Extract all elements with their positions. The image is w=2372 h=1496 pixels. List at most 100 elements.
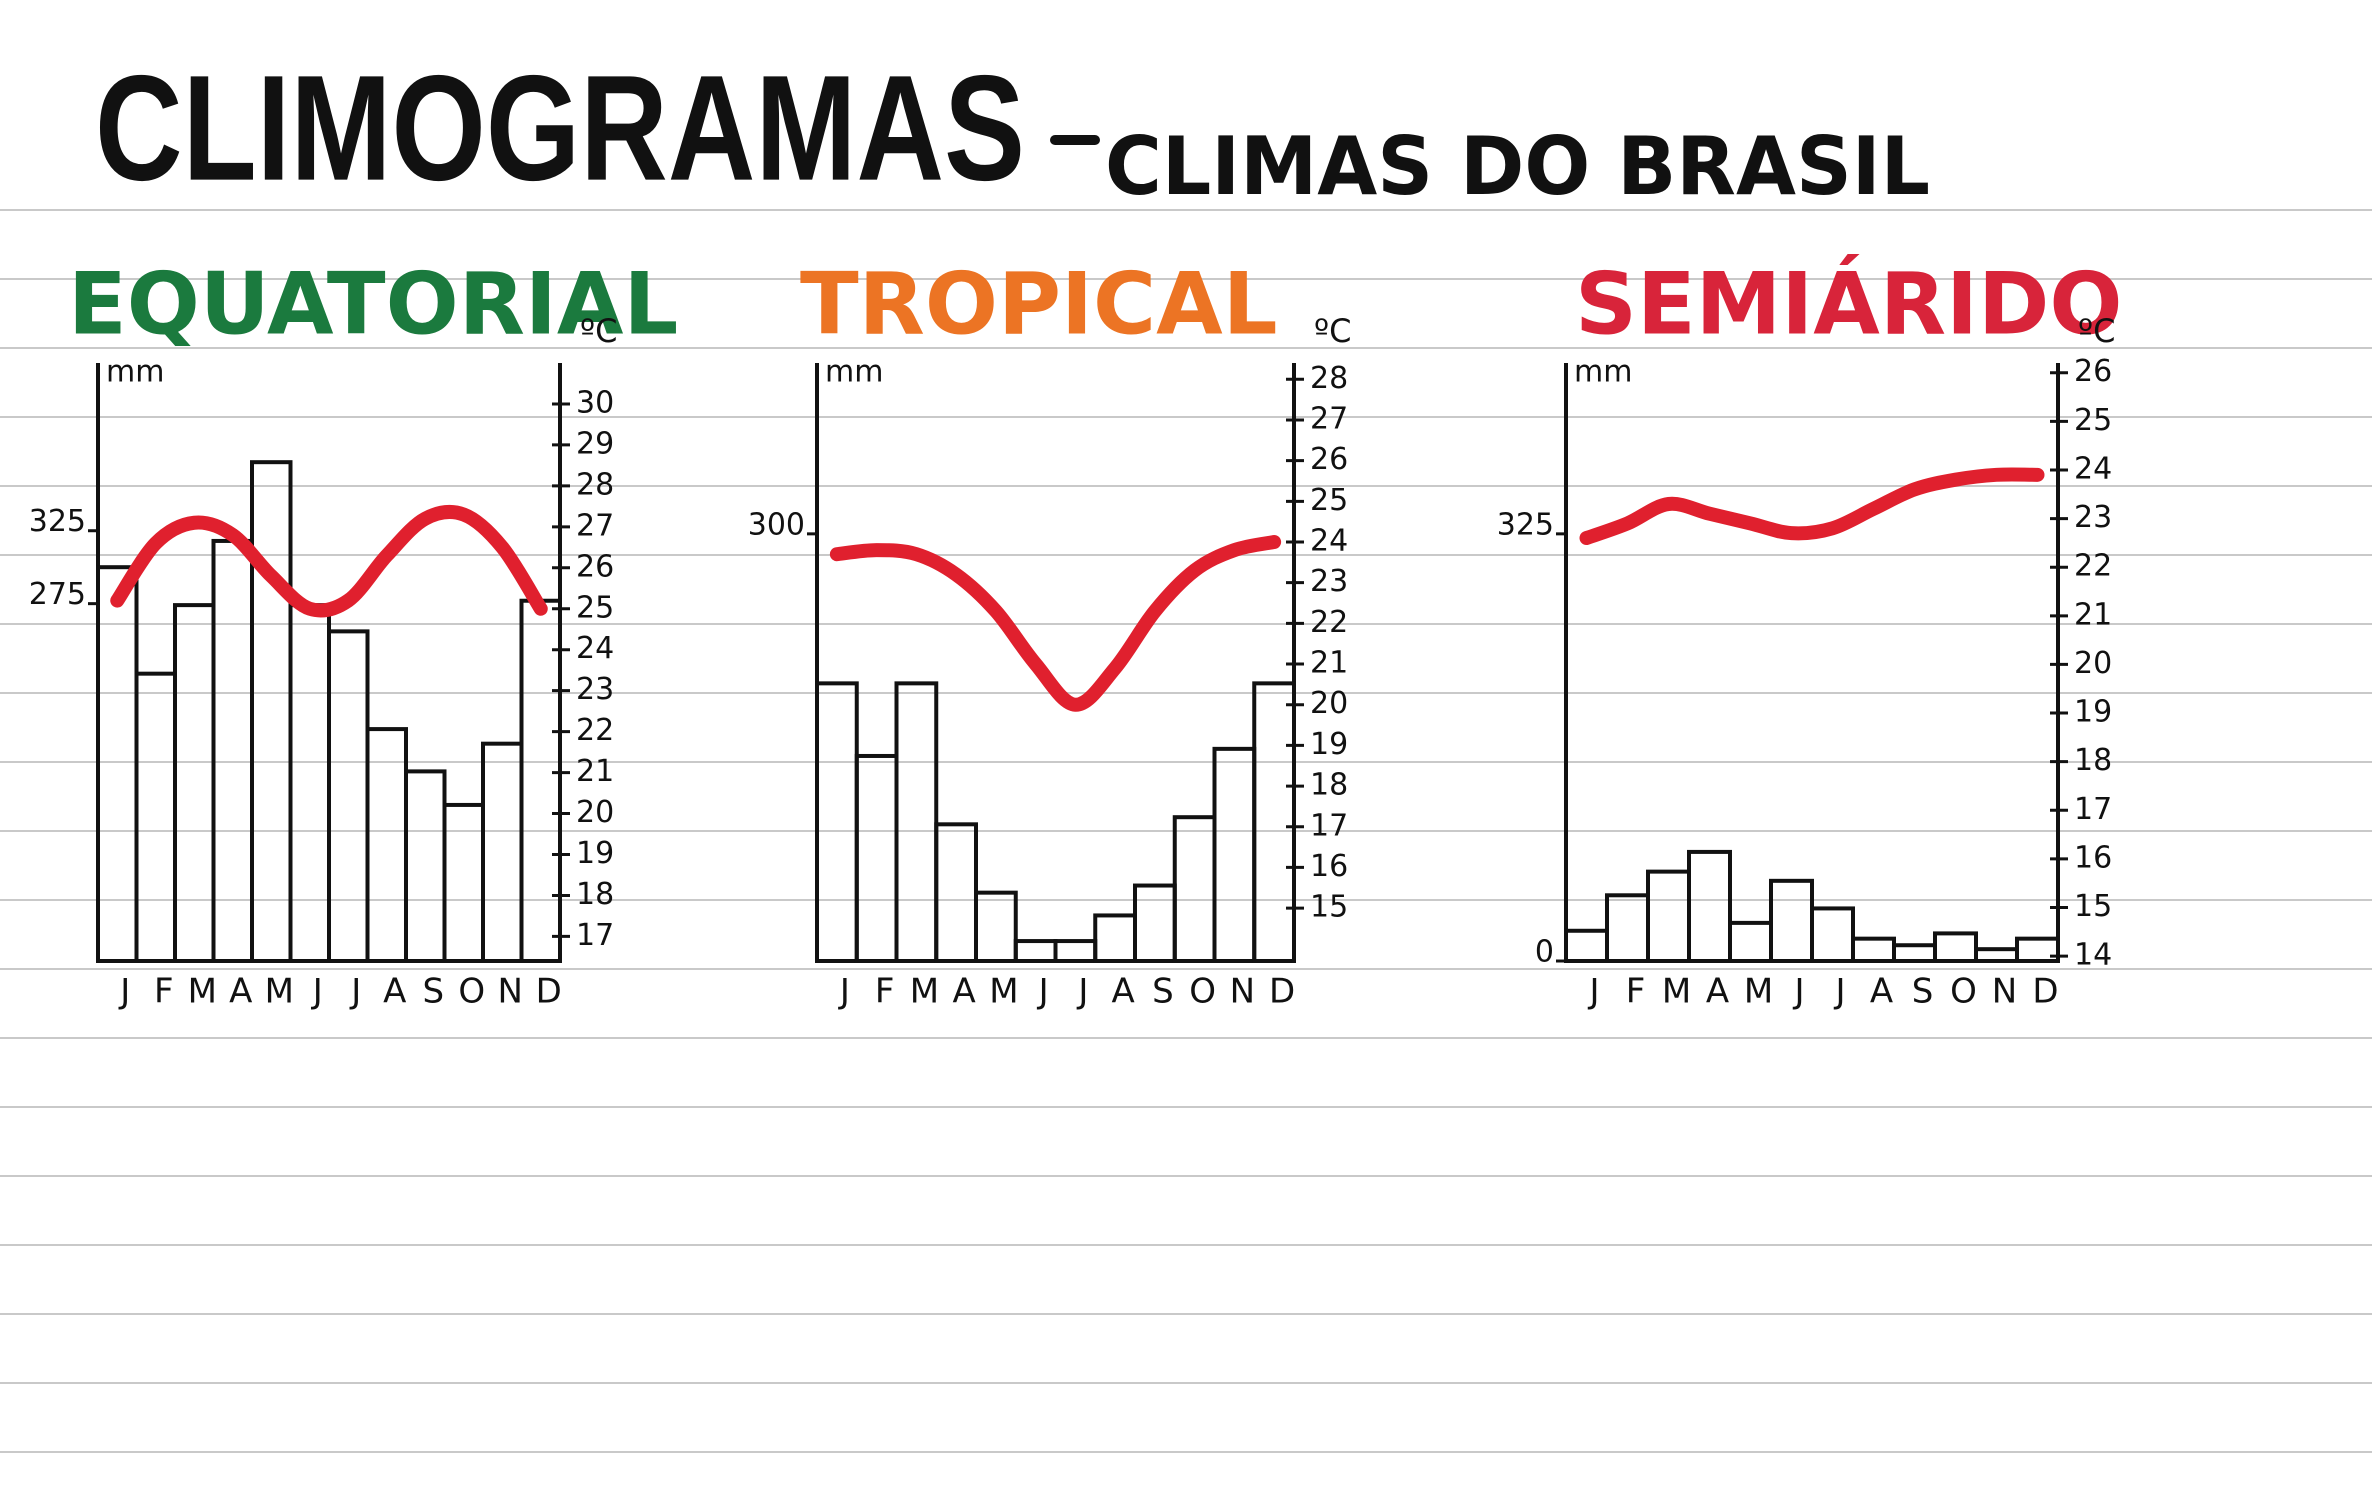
- y2-tick-label: 21: [1310, 646, 1348, 681]
- y2-tick-label: 26: [576, 549, 614, 584]
- y2-tick-label: 19: [576, 836, 614, 871]
- page-subtitle: CLIMAS DO BRASIL: [1105, 120, 1930, 213]
- x-tick-label: F: [1626, 972, 1646, 1012]
- y2-tick-label: 28: [1310, 361, 1348, 396]
- x-tick-label: J: [311, 972, 323, 1012]
- y2-tick-label: 21: [2074, 597, 2112, 632]
- y2-tick-label: 28: [576, 467, 614, 502]
- x-tick-label: F: [875, 972, 895, 1012]
- precipitation-bar: [1252, 681, 1296, 963]
- y2-tick-label: 24: [1310, 523, 1348, 558]
- y-tick-label: 0: [1535, 935, 1554, 970]
- precipitation-bar: [974, 890, 1018, 964]
- y2-tick-label: 25: [1310, 483, 1348, 518]
- y2-tick-label: 29: [576, 426, 614, 461]
- y2-tick-label: 14: [2074, 938, 2112, 973]
- y2-tick-label: 17: [2074, 792, 2112, 827]
- x-tick-label: F: [154, 972, 174, 1012]
- x-tick-label: J: [1792, 972, 1804, 1012]
- y-tick-label: 325: [29, 504, 86, 539]
- x-tick-label: S: [422, 972, 444, 1012]
- y2-tick-label: 17: [1310, 808, 1348, 843]
- y2-tick-label: 21: [576, 754, 614, 789]
- y2-tick-label: 23: [576, 672, 614, 707]
- x-tick-label: O: [1189, 972, 1216, 1012]
- y2-tick-label: 24: [2074, 451, 2112, 486]
- x-tick-label: M: [188, 972, 217, 1012]
- x-tick-label: A: [952, 972, 975, 1012]
- x-tick-label: S: [1152, 972, 1174, 1012]
- temperature-line: [829, 534, 1282, 712]
- y2-tick-label: 25: [576, 590, 614, 625]
- x-tick-label: D: [1269, 972, 1295, 1012]
- y2-tick-label: 24: [576, 631, 614, 666]
- x-tick-label: J: [1037, 972, 1049, 1012]
- precipitation-bar: [1687, 849, 1732, 964]
- x-tick-label: O: [1950, 972, 1977, 1012]
- y2-tick-label: 20: [576, 795, 614, 830]
- y2-tick-label: 22: [1310, 605, 1348, 640]
- y-axis-label: mm: [825, 355, 883, 390]
- temperature-line: [1579, 467, 2045, 546]
- y2-tick-label: 18: [1310, 768, 1348, 803]
- x-tick-label: A: [1111, 972, 1134, 1012]
- precipitation-bar: [2015, 936, 2060, 964]
- y2-tick-label: 20: [1310, 686, 1348, 721]
- x-tick-label: D: [2032, 972, 2058, 1012]
- x-tick-label: J: [1833, 972, 1845, 1012]
- y2-tick-label: 17: [576, 918, 614, 953]
- y2-tick-label: 22: [576, 713, 614, 748]
- x-tick-label: M: [989, 972, 1018, 1012]
- y2-tick-label: 30: [576, 385, 614, 420]
- y-tick-label: 275: [29, 577, 86, 612]
- x-tick-label: J: [1587, 972, 1599, 1012]
- x-tick-label: D: [536, 972, 562, 1012]
- x-tick-label: J: [349, 972, 361, 1012]
- y2-tick-label: 19: [2074, 695, 2112, 730]
- y2-tick-label: 23: [2074, 500, 2112, 535]
- y2-tick-label: 27: [576, 508, 614, 543]
- x-tick-label: S: [1912, 972, 1934, 1012]
- y2-tick-label: 16: [1310, 849, 1348, 884]
- y2-axis-label: ºC: [1314, 312, 1351, 350]
- y-axis-label: mm: [1574, 355, 1632, 390]
- x-tick-label: J: [838, 972, 850, 1012]
- y2-tick-label: 19: [1310, 727, 1348, 762]
- x-tick-label: J: [1076, 972, 1088, 1012]
- precipitation-bar: [894, 681, 939, 963]
- x-tick-label: A: [229, 972, 252, 1012]
- y2-tick-label: 26: [1310, 442, 1348, 477]
- y2-tick-label: 16: [2074, 840, 2112, 875]
- x-tick-label: M: [1662, 972, 1691, 1012]
- x-tick-label: M: [1744, 972, 1773, 1012]
- y2-tick-label: 26: [2074, 354, 2112, 389]
- x-tick-label: A: [1870, 972, 1893, 1012]
- x-tick-label: M: [265, 972, 294, 1012]
- x-tick-label: A: [1706, 972, 1729, 1012]
- x-tick-label: J: [118, 972, 130, 1012]
- y2-axis-label: ºC: [580, 312, 617, 350]
- chart-title: TROPICAL: [800, 254, 1278, 354]
- page-title: CLIMOGRAMAS: [95, 44, 1025, 212]
- y2-tick-label: 27: [1310, 401, 1348, 436]
- x-tick-label: M: [910, 972, 939, 1012]
- y2-tick-label: 22: [2074, 549, 2112, 584]
- x-tick-label: N: [498, 972, 523, 1012]
- y-axis-label: mm: [106, 355, 164, 390]
- y-tick-label: 325: [1497, 507, 1554, 542]
- precipitation-bar: [1810, 906, 1855, 964]
- x-tick-label: A: [383, 972, 406, 1012]
- y-tick-label: 300: [748, 507, 805, 542]
- chart-title: SEMIÁRIDO: [1575, 254, 2123, 354]
- y2-tick-label: 23: [1310, 564, 1348, 599]
- y2-tick-label: 15: [1310, 890, 1348, 925]
- y2-tick-label: 20: [2074, 646, 2112, 681]
- x-tick-label: N: [1992, 972, 2017, 1012]
- y2-tick-label: 15: [2074, 889, 2112, 924]
- x-tick-label: O: [458, 972, 485, 1012]
